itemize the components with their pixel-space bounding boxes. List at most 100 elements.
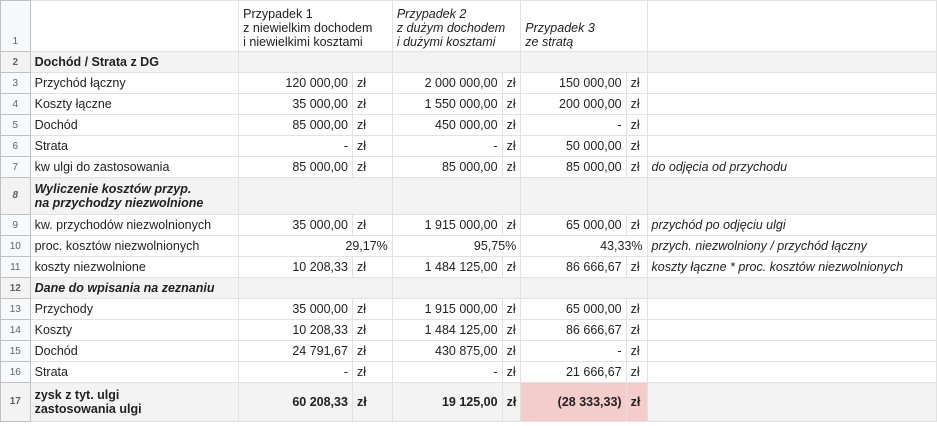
cell[interactable]: [520, 177, 648, 215]
cell-value[interactable]: 1 484 125,00: [391, 319, 503, 341]
row-number[interactable]: 14: [0, 319, 31, 341]
cell-currency[interactable]: zł: [625, 156, 648, 178]
cell-value[interactable]: 10 208,33: [238, 256, 353, 278]
row-label[interactable]: Strata: [29, 361, 240, 383]
cell-value[interactable]: 43,33%: [520, 235, 648, 257]
cell-value[interactable]: 35 000,00: [238, 214, 353, 236]
section-title[interactable]: Dochód / Strata z DG: [29, 51, 240, 73]
cell-currency[interactable]: zł: [351, 114, 393, 136]
header-case3[interactable]: Przypadek 3 ze stratą: [520, 0, 648, 52]
cell-note[interactable]: do odjęcia od przychodu: [646, 156, 937, 178]
row-number[interactable]: 5: [0, 114, 31, 136]
header-case1[interactable]: Przypadek 1 z niewielkim dochodem i niew…: [238, 0, 393, 52]
cell-value[interactable]: 50 000,00: [520, 135, 627, 157]
row-number[interactable]: 15: [0, 340, 31, 362]
cell-value[interactable]: 19 125,00: [391, 382, 503, 422]
row-label[interactable]: proc. kosztów niezwolnionych: [29, 235, 240, 257]
cell-value[interactable]: 65 000,00: [520, 298, 627, 320]
row-label[interactable]: koszty niezwolnione: [29, 256, 240, 278]
cell-value[interactable]: 85 000,00: [520, 156, 627, 178]
cell-currency[interactable]: zł: [625, 256, 648, 278]
cell[interactable]: [646, 114, 937, 136]
cell-currency[interactable]: zł: [501, 156, 522, 178]
cell-currency[interactable]: zł: [625, 298, 648, 320]
cell-value[interactable]: 1 484 125,00: [391, 256, 503, 278]
cell-currency[interactable]: zł: [351, 319, 393, 341]
cell-currency[interactable]: zł: [625, 319, 648, 341]
cell-value[interactable]: 1 915 000,00: [391, 298, 503, 320]
row-number[interactable]: 6: [0, 135, 31, 157]
cell-value[interactable]: -: [238, 135, 353, 157]
row-label[interactable]: zysk z tyt. ulgi zastosowania ulgi: [29, 382, 240, 422]
cell[interactable]: [391, 177, 522, 215]
cell-value[interactable]: 85 000,00: [238, 114, 353, 136]
cell[interactable]: [238, 177, 393, 215]
cell[interactable]: [391, 51, 522, 73]
cell[interactable]: [520, 51, 648, 73]
row-number[interactable]: 2: [0, 51, 31, 73]
cell-value[interactable]: 21 666,67: [520, 361, 627, 383]
row-number[interactable]: 11: [0, 256, 31, 278]
section-title[interactable]: Dane do wpisania na zeznaniu: [29, 277, 240, 299]
cell[interactable]: [646, 51, 937, 73]
cell[interactable]: [646, 361, 937, 383]
cell-currency[interactable]: zł: [351, 135, 393, 157]
row-label[interactable]: Przychody: [29, 298, 240, 320]
cell[interactable]: [646, 93, 937, 115]
cell[interactable]: [646, 319, 937, 341]
cell-value[interactable]: 86 666,67: [520, 256, 627, 278]
cell-value[interactable]: -: [520, 340, 627, 362]
row-number[interactable]: 10: [0, 235, 31, 257]
header-case2[interactable]: Przypadek 2 z dużym dochodem i dużymi ko…: [391, 0, 522, 52]
cell-value[interactable]: 95,75%: [391, 235, 522, 257]
section-title[interactable]: Wyliczenie kosztów przyp. na przychodzy …: [29, 177, 240, 215]
row-label[interactable]: Koszty: [29, 319, 240, 341]
cell-value[interactable]: 450 000,00: [391, 114, 503, 136]
cell-currency[interactable]: zł: [501, 382, 522, 422]
row-number[interactable]: 12: [0, 277, 31, 299]
cell-currency[interactable]: zł: [351, 156, 393, 178]
cell-value[interactable]: 430 875,00: [391, 340, 503, 362]
row-number[interactable]: 9: [0, 214, 31, 236]
cell-currency[interactable]: zł: [625, 361, 648, 383]
cell-value[interactable]: 1 915 000,00: [391, 214, 503, 236]
row-number[interactable]: 17: [0, 382, 31, 422]
cell-currency[interactable]: zł: [625, 114, 648, 136]
row-number[interactable]: 1: [0, 0, 31, 52]
cell[interactable]: [646, 0, 937, 52]
cell-currency[interactable]: zł: [501, 340, 522, 362]
cell-currency[interactable]: zł: [501, 135, 522, 157]
row-label[interactable]: Strata: [29, 135, 240, 157]
cell-currency[interactable]: zł: [351, 93, 393, 115]
cell-currency[interactable]: zł: [625, 214, 648, 236]
cell-currency[interactable]: zł: [351, 72, 393, 94]
cell-currency[interactable]: zł: [501, 114, 522, 136]
cell-note[interactable]: przych. niezwolniony / przychód łączny: [646, 235, 937, 257]
cell[interactable]: [238, 277, 393, 299]
cell-note[interactable]: przychód po odjęciu ulgi: [646, 214, 937, 236]
row-number[interactable]: 8: [0, 177, 31, 215]
cell[interactable]: [646, 340, 937, 362]
row-number[interactable]: 16: [0, 361, 31, 383]
cell-value[interactable]: -: [391, 361, 503, 383]
cell[interactable]: [29, 0, 240, 52]
cell[interactable]: [646, 382, 937, 422]
row-number[interactable]: 13: [0, 298, 31, 320]
row-number[interactable]: 7: [0, 156, 31, 178]
cell-value[interactable]: 35 000,00: [238, 93, 353, 115]
cell[interactable]: [391, 277, 522, 299]
cell-value-negative[interactable]: (28 333,33): [520, 382, 627, 422]
cell[interactable]: [238, 51, 393, 73]
row-label[interactable]: Koszty łączne: [29, 93, 240, 115]
row-number[interactable]: 3: [0, 72, 31, 94]
cell-value[interactable]: -: [520, 114, 627, 136]
cell-value[interactable]: 24 791,67: [238, 340, 353, 362]
cell-value[interactable]: 120 000,00: [238, 72, 353, 94]
cell-value[interactable]: 60 208,33: [238, 382, 353, 422]
cell[interactable]: [646, 177, 937, 215]
cell-value[interactable]: 65 000,00: [520, 214, 627, 236]
cell[interactable]: [646, 135, 937, 157]
cell[interactable]: [646, 298, 937, 320]
cell-note[interactable]: koszty łączne * proc. kosztów niezwolnio…: [646, 256, 937, 278]
cell-currency[interactable]: zł: [351, 340, 393, 362]
